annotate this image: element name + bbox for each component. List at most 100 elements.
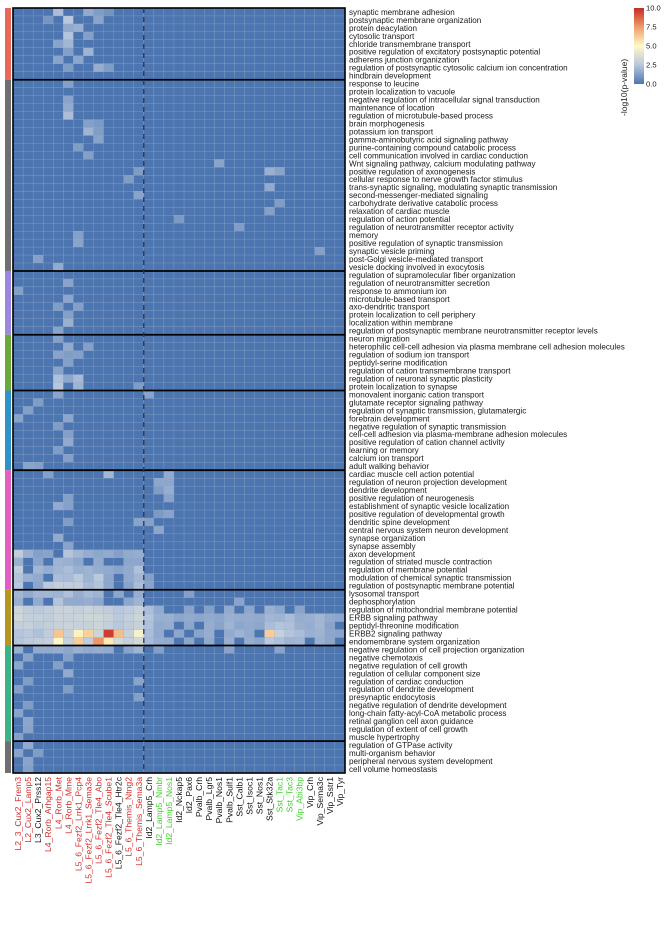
heatmap-cell <box>73 557 84 566</box>
heatmap-cell <box>133 748 144 758</box>
heatmap-cell <box>224 701 235 710</box>
heatmap-cell <box>83 637 94 646</box>
heatmap-cell <box>73 318 84 327</box>
heatmap-cell <box>334 231 346 240</box>
heatmap-cell <box>193 581 205 590</box>
heatmap-cell <box>143 557 155 566</box>
heatmap-cell <box>153 278 165 288</box>
heatmap-cell <box>264 310 275 319</box>
heatmap-cell <box>244 207 255 216</box>
heatmap-cell <box>163 422 175 431</box>
heatmap-cell <box>193 215 205 224</box>
heatmap-cell <box>73 183 84 192</box>
heatmap-cell <box>83 342 94 351</box>
heatmap-cell <box>314 286 326 296</box>
heatmap-cell <box>32 525 44 535</box>
heatmap-cell <box>32 95 44 104</box>
heatmap-cell <box>173 374 185 383</box>
heatmap-cell <box>12 318 24 327</box>
heatmap-cell <box>234 151 245 160</box>
heatmap-cell <box>264 725 275 734</box>
heatmap-cell <box>53 629 64 638</box>
column-label: Id2_Pax6 <box>184 777 194 814</box>
heatmap-cell <box>53 55 64 64</box>
heatmap-cell <box>83 103 94 112</box>
heatmap-cell <box>193 127 205 136</box>
heatmap-cell <box>264 159 275 168</box>
heatmap-cell <box>224 39 235 49</box>
heatmap-cell <box>32 207 44 216</box>
heatmap-cell <box>53 597 64 606</box>
heatmap-cell <box>143 374 155 383</box>
heatmap-cell <box>93 637 104 646</box>
heatmap-cell <box>314 764 326 774</box>
heatmap-cell <box>214 764 225 774</box>
column-label: Vip_Crh <box>305 777 315 808</box>
heatmap-cell <box>22 398 34 407</box>
heatmap-cell <box>173 270 185 280</box>
heatmap-cell <box>284 183 295 192</box>
heatmap-cell <box>294 87 305 96</box>
heatmap-cell <box>43 79 54 88</box>
heatmap-cell <box>254 159 265 168</box>
heatmap-cell <box>53 637 64 646</box>
heatmap-cell <box>183 238 195 248</box>
heatmap-cell <box>324 175 336 184</box>
heatmap-cell <box>22 55 34 64</box>
heatmap-cell <box>324 637 336 646</box>
heatmap-cell <box>73 326 84 335</box>
heatmap-cell <box>123 589 134 598</box>
heatmap-cell <box>274 549 285 559</box>
heatmap-cell <box>83 286 94 296</box>
heatmap-cell <box>143 701 155 710</box>
heatmap-cell <box>334 374 346 383</box>
heatmap-cell <box>93 318 104 327</box>
heatmap-cell <box>83 693 94 702</box>
heatmap-cell <box>334 621 346 630</box>
heatmap-cell <box>173 669 185 678</box>
heatmap-cell <box>244 7 255 17</box>
heatmap-cell <box>183 286 195 296</box>
heatmap-cell <box>224 278 235 288</box>
heatmap-cell <box>113 541 124 551</box>
heatmap-cell <box>32 669 44 678</box>
heatmap-cell <box>43 207 54 216</box>
heatmap-cell <box>294 334 305 343</box>
heatmap-cell <box>304 342 315 351</box>
heatmap-cell <box>284 191 295 200</box>
heatmap-cell <box>274 238 285 248</box>
row-label: axon development <box>349 550 416 559</box>
heatmap-cell <box>334 159 346 168</box>
heatmap-cell <box>113 629 124 638</box>
row-label: synaptic membrane adhesion <box>349 8 455 17</box>
heatmap-cell <box>43 406 54 415</box>
heatmap-cell <box>123 517 134 527</box>
row-label: forebrain development <box>349 414 430 423</box>
row-label: learning or memory <box>349 446 420 455</box>
heatmap-cell <box>32 63 44 72</box>
heatmap-cell <box>103 486 114 495</box>
heatmap-cell <box>334 119 346 128</box>
heatmap-cell <box>304 756 315 766</box>
heatmap-cell <box>334 533 346 543</box>
heatmap-cell <box>153 111 165 120</box>
heatmap-cell <box>103 422 114 431</box>
heatmap-cell <box>32 358 44 367</box>
heatmap-cell <box>123 398 134 407</box>
heatmap-cell <box>32 748 44 758</box>
row-label: second-messenger-mediated signaling <box>349 191 488 200</box>
heatmap-cell <box>294 390 305 399</box>
heatmap-cell <box>113 302 124 311</box>
heatmap-cell <box>234 725 245 734</box>
heatmap-cell <box>193 31 205 41</box>
heatmap-cell <box>12 31 24 41</box>
heatmap-cell <box>254 310 265 319</box>
heatmap-cell <box>274 430 285 439</box>
heatmap-cell <box>153 565 165 574</box>
heatmap-cell <box>73 167 84 176</box>
heatmap-cell <box>153 398 165 407</box>
heatmap-cell <box>163 478 175 487</box>
heatmap-cell <box>204 501 215 511</box>
heatmap-cell <box>63 581 74 590</box>
heatmap-cell <box>284 581 295 590</box>
